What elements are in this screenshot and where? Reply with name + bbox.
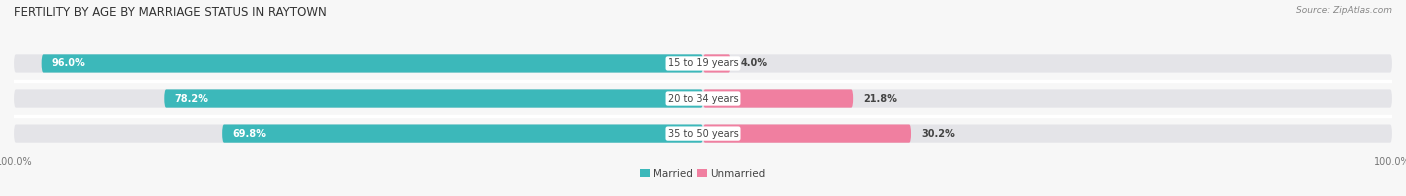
- Text: 21.8%: 21.8%: [863, 93, 897, 103]
- Legend: Married, Unmarried: Married, Unmarried: [636, 164, 770, 183]
- FancyBboxPatch shape: [14, 54, 1392, 73]
- FancyBboxPatch shape: [703, 54, 731, 73]
- Text: 15 to 19 years: 15 to 19 years: [668, 58, 738, 68]
- Text: 96.0%: 96.0%: [52, 58, 86, 68]
- FancyBboxPatch shape: [42, 54, 703, 73]
- FancyBboxPatch shape: [703, 124, 911, 143]
- Text: Source: ZipAtlas.com: Source: ZipAtlas.com: [1296, 6, 1392, 15]
- FancyBboxPatch shape: [222, 124, 703, 143]
- FancyBboxPatch shape: [14, 124, 1392, 143]
- Text: 30.2%: 30.2%: [921, 129, 955, 139]
- Text: 78.2%: 78.2%: [174, 93, 208, 103]
- FancyBboxPatch shape: [703, 89, 853, 108]
- Text: 4.0%: 4.0%: [741, 58, 768, 68]
- Text: 20 to 34 years: 20 to 34 years: [668, 93, 738, 103]
- FancyBboxPatch shape: [165, 89, 703, 108]
- Text: 69.8%: 69.8%: [232, 129, 266, 139]
- FancyBboxPatch shape: [14, 89, 1392, 108]
- Text: 35 to 50 years: 35 to 50 years: [668, 129, 738, 139]
- Text: FERTILITY BY AGE BY MARRIAGE STATUS IN RAYTOWN: FERTILITY BY AGE BY MARRIAGE STATUS IN R…: [14, 6, 326, 19]
